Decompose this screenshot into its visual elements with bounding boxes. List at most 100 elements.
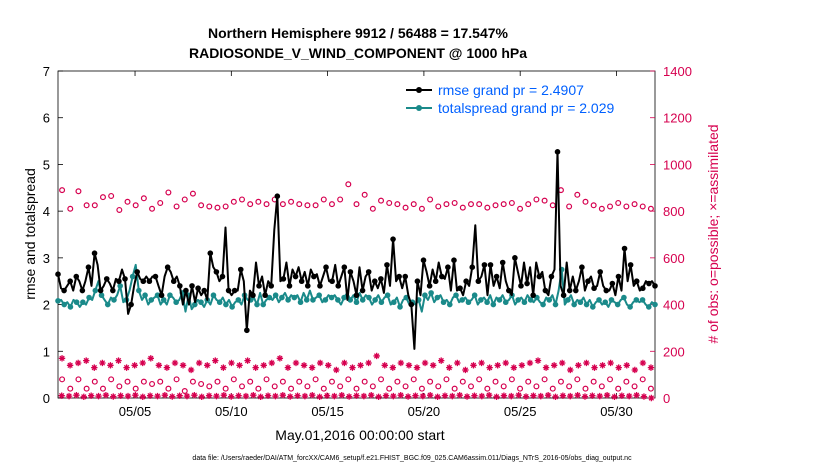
possible-count-marker — [615, 199, 622, 206]
assimilated-count-marker — [139, 359, 146, 367]
y-right-tick-label: 1000 — [663, 157, 692, 172]
x-tick-label: 05/25 — [504, 404, 537, 419]
assimilated-count-marker-low — [250, 391, 257, 399]
possible-count-marker — [484, 204, 491, 211]
totalspread-point — [117, 283, 123, 289]
possible-count-marker — [378, 197, 385, 204]
x-tick-label: 05/30 — [600, 404, 633, 419]
totalspread-point — [210, 292, 217, 299]
assimilated-count-marker-low — [537, 392, 544, 400]
possible-count-marker — [402, 204, 409, 211]
assimilated-count-marker — [470, 362, 477, 369]
assimilated-count-marker — [325, 362, 332, 369]
possible-count-marker-low — [230, 376, 237, 383]
assimilated-count-marker — [284, 364, 292, 371]
possible-count-marker — [312, 202, 319, 209]
assimilated-count-marker-low — [648, 394, 655, 402]
assimilated-count-marker-low — [375, 393, 382, 401]
assimilated-count-marker — [107, 362, 114, 369]
assimilated-count-marker — [195, 359, 203, 367]
chart-title-line2: RADIOSONDE_V_WIND_COMPONENT @ 1000 hPa — [189, 45, 527, 61]
assimilated-count-marker — [421, 359, 429, 367]
assimilated-count-marker-low — [95, 392, 102, 400]
rmse-point — [244, 327, 250, 334]
y-axis-right-label: # of obs: o=possible; ×=assimilated — [705, 124, 721, 343]
possible-count-marker — [598, 205, 605, 212]
rmse-point — [152, 273, 159, 280]
assimilated-count-marker — [478, 359, 485, 367]
possible-count-marker-low — [83, 385, 90, 392]
totalspread-point — [590, 304, 596, 310]
possible-count-marker — [492, 202, 499, 209]
possible-count-marker — [296, 201, 303, 208]
possible-count-marker-low — [91, 378, 98, 385]
y-left-tick-label: 6 — [43, 111, 50, 126]
assimilated-count-marker-low — [228, 393, 235, 400]
assimilated-count-marker — [462, 366, 469, 374]
assimilated-count-marker-low — [603, 391, 611, 399]
totalspread-point — [297, 299, 304, 306]
rmse-point — [61, 287, 67, 294]
assimilated-count-marker — [583, 359, 590, 367]
possible-count-marker-low — [467, 383, 474, 390]
possible-count-marker-low — [549, 385, 556, 392]
y-left-tick-label: 3 — [43, 251, 50, 266]
totalspread-point — [154, 292, 161, 299]
assimilated-count-marker — [550, 362, 558, 369]
rmse-point — [646, 280, 652, 287]
assimilated-count-marker — [204, 362, 211, 369]
possible-count-marker — [255, 198, 262, 205]
rmse-point — [91, 250, 98, 256]
assimilated-count-marker-low — [552, 393, 559, 401]
assimilated-count-marker-low — [73, 391, 80, 399]
possible-count-marker-low — [288, 385, 295, 392]
rmse-point — [207, 250, 214, 256]
possible-count-marker-low — [59, 376, 66, 383]
possible-count-marker-low — [108, 376, 115, 383]
rmse-point — [548, 273, 555, 280]
totalspread-point — [80, 299, 86, 306]
y-right-tick-label: 1400 — [663, 64, 692, 79]
rmse-point — [414, 278, 421, 285]
assimilated-count-marker-low — [640, 393, 648, 400]
x-axis: 05/05 05/10 05/15 05/20 05/25 05/30 — [119, 71, 633, 419]
assimilated-count-marker-low — [198, 393, 205, 401]
rmse-point — [201, 287, 208, 294]
possible-count-marker-low — [337, 383, 344, 390]
rmse-point — [615, 273, 622, 280]
assimilated-count-marker-low — [515, 391, 522, 399]
y-left-tick-label: 5 — [43, 157, 50, 172]
possible-count-marker-low — [508, 376, 515, 383]
assimilated-count-marker — [341, 359, 348, 367]
assimilated-count-marker — [373, 352, 380, 360]
rmse-point — [292, 273, 299, 280]
totalspread-point — [515, 297, 521, 303]
assimilated-count-marker-low — [124, 392, 132, 400]
rmse-point — [463, 278, 469, 285]
possible-count-marker-low — [378, 376, 385, 383]
rmse-point — [524, 280, 530, 287]
possible-count-marker-low — [328, 378, 335, 385]
y-axis-right: 0 200 400 600 800 1000 1200 1400 — [650, 64, 692, 406]
assimilated-count-marker-low — [633, 391, 640, 399]
possible-count-marker — [140, 195, 147, 202]
rmse-point — [225, 287, 232, 294]
assimilated-count-marker — [502, 359, 509, 367]
assimilated-count-marker — [454, 359, 461, 367]
assimilated-count-marker — [155, 362, 163, 369]
possible-count-marker — [647, 205, 654, 212]
possible-count-marker — [467, 201, 474, 208]
rmse-point — [231, 287, 238, 294]
possible-count-marker-low — [189, 378, 196, 385]
assimilated-count-marker — [647, 364, 655, 371]
assimilated-count-marker-low — [589, 392, 596, 399]
assimilated-count-marker-low — [493, 393, 500, 401]
totalspread-point — [502, 299, 509, 306]
assimilated-count-marker-low — [205, 392, 213, 399]
possible-count-marker — [607, 203, 614, 210]
rmse-point — [633, 278, 640, 285]
assimilated-count-marker-low — [272, 392, 279, 400]
possible-count-marker-low — [296, 378, 303, 385]
possible-count-marker-low — [198, 380, 205, 387]
